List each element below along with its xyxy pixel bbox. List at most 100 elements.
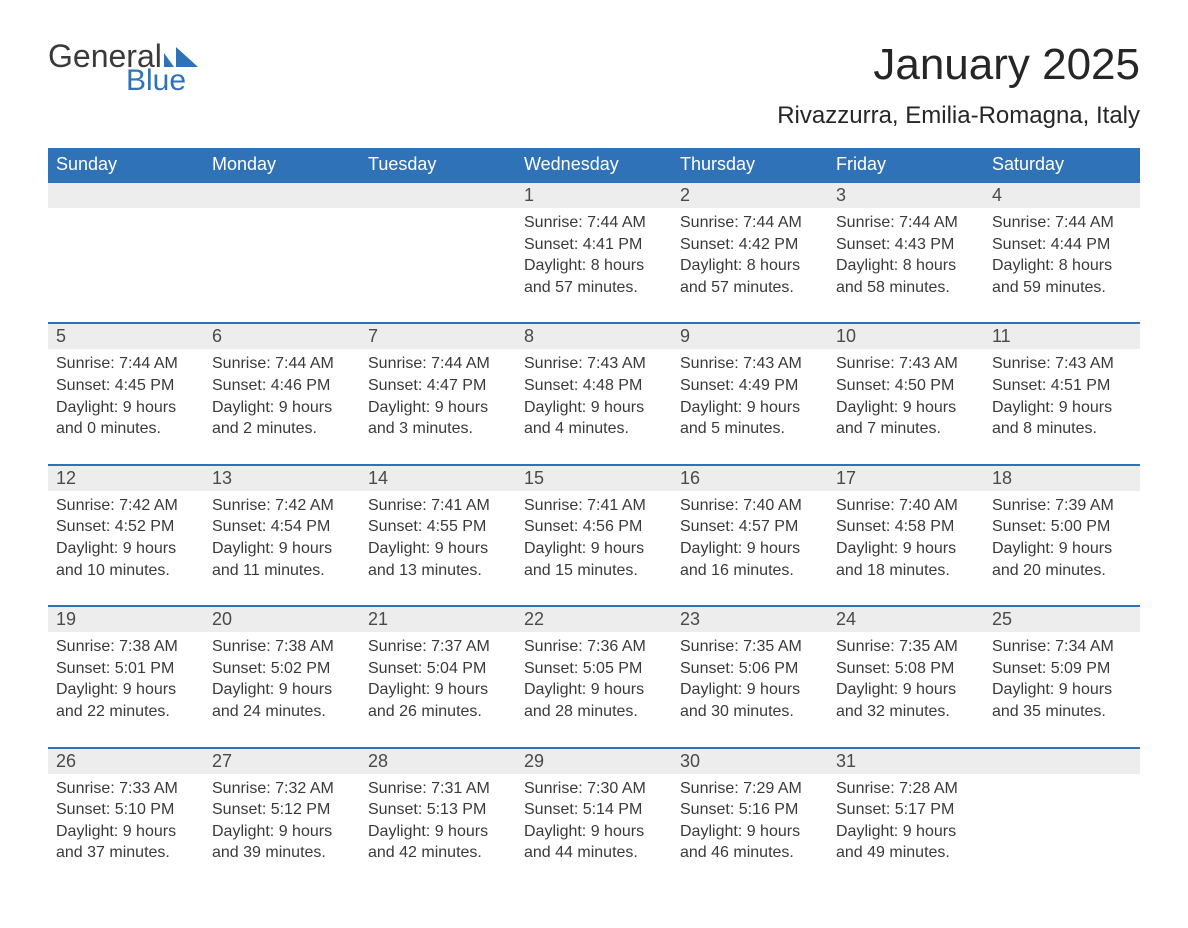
day-sunrise: Sunrise: 7:43 AM [992, 353, 1132, 375]
day-content: Sunrise: 7:44 AMSunset: 4:41 PMDaylight:… [524, 212, 664, 298]
day-sunrise: Sunrise: 7:40 AM [680, 495, 820, 517]
day-content: Sunrise: 7:39 AMSunset: 5:00 PMDaylight:… [992, 495, 1132, 581]
day-sunset: Sunset: 4:54 PM [212, 516, 352, 538]
calendar-cell: 9Sunrise: 7:43 AMSunset: 4:49 PMDaylight… [672, 323, 828, 464]
calendar-cell: 18 Sunrise: 7:39 AMSunset: 5:00 PMDayligh… [984, 465, 1140, 606]
day-dl1: Daylight: 9 hours [56, 679, 196, 701]
day-sunrise: Sunrise: 7:31 AM [368, 778, 508, 800]
day-dl2: and 46 minutes. [680, 842, 820, 864]
calendar-cell [48, 182, 204, 323]
day-number: 13 [204, 466, 360, 491]
weekday-header: Saturday [984, 148, 1140, 182]
day-sunset: Sunset: 5:00 PM [992, 516, 1132, 538]
day-sunset: Sunset: 4:50 PM [836, 375, 976, 397]
day-dl1: Daylight: 8 hours [836, 255, 976, 277]
day-dl1: Daylight: 9 hours [212, 538, 352, 560]
day-content: Sunrise: 7:44 AMSunset: 4:43 PMDaylight:… [836, 212, 976, 298]
day-number: 1 [516, 183, 672, 208]
calendar-cell: 6 Sunrise: 7:44 AMSunset: 4:46 PMDaylight… [204, 323, 360, 464]
day-sunrise: Sunrise: 7:36 AM [524, 636, 664, 658]
day-dl1: Daylight: 9 hours [368, 538, 508, 560]
logo-blue-text: Blue [126, 66, 198, 96]
day-dl2: and 8 minutes. [992, 418, 1132, 440]
logo: General Blue [48, 40, 198, 96]
day-content: Sunrise: 7:38 AMSunset: 5:01 PMDaylight:… [56, 636, 196, 722]
day-sunrise: Sunrise: 7:42 AM [212, 495, 352, 517]
calendar-week-row: 1Sunrise: 7:44 AMSunset: 4:41 PMDaylight… [48, 182, 1140, 323]
day-content: Sunrise: 7:42 AMSunset: 4:52 PMDaylight:… [56, 495, 196, 581]
day-sunrise: Sunrise: 7:35 AM [680, 636, 820, 658]
day-sunrise: Sunrise: 7:32 AM [212, 778, 352, 800]
day-sunset: Sunset: 5:01 PM [56, 658, 196, 680]
day-sunrise: Sunrise: 7:30 AM [524, 778, 664, 800]
day-dl1: Daylight: 9 hours [680, 538, 820, 560]
day-number: 10 [828, 324, 984, 349]
calendar-cell [204, 182, 360, 323]
calendar-cell: 16Sunrise: 7:40 AMSunset: 4:57 PMDayligh… [672, 465, 828, 606]
day-dl2: and 13 minutes. [368, 560, 508, 582]
day-content: Sunrise: 7:42 AMSunset: 4:54 PMDaylight:… [212, 495, 352, 581]
day-sunrise: Sunrise: 7:43 AM [836, 353, 976, 375]
calendar-cell: 29Sunrise: 7:30 AMSunset: 5:14 PMDayligh… [516, 748, 672, 888]
calendar-cell: 2Sunrise: 7:44 AMSunset: 4:42 PMDaylight… [672, 182, 828, 323]
calendar-week-row: 5Sunrise: 7:44 AMSunset: 4:45 PMDaylight… [48, 323, 1140, 464]
calendar-cell: 13 Sunrise: 7:42 AMSunset: 4:54 PMDayligh… [204, 465, 360, 606]
day-dl2: and 2 minutes. [212, 418, 352, 440]
title-block: January 2025 Rivazzurra, Emilia-Romagna,… [777, 40, 1140, 130]
day-sunrise: Sunrise: 7:41 AM [368, 495, 508, 517]
day-dl1: Daylight: 9 hours [212, 397, 352, 419]
day-sunset: Sunset: 5:04 PM [368, 658, 508, 680]
day-number: 19 [48, 607, 204, 632]
day-dl1: Daylight: 9 hours [368, 679, 508, 701]
weekday-header: Monday [204, 148, 360, 182]
day-sunset: Sunset: 4:47 PM [368, 375, 508, 397]
day-sunrise: Sunrise: 7:42 AM [56, 495, 196, 517]
calendar-cell [984, 748, 1140, 888]
day-number: 26 [48, 749, 204, 774]
day-number: 28 [360, 749, 516, 774]
day-sunrise: Sunrise: 7:44 AM [992, 212, 1132, 234]
day-number: 23 [672, 607, 828, 632]
day-number: 6 [204, 324, 360, 349]
day-number: 27 [204, 749, 360, 774]
day-dl2: and 37 minutes. [56, 842, 196, 864]
calendar-cell: 28Sunrise: 7:31 AMSunset: 5:13 PMDayligh… [360, 748, 516, 888]
day-content: Sunrise: 7:37 AMSunset: 5:04 PMDaylight:… [368, 636, 508, 722]
calendar-cell: 5Sunrise: 7:44 AMSunset: 4:45 PMDaylight… [48, 323, 204, 464]
day-content: Sunrise: 7:44 AMSunset: 4:44 PMDaylight:… [992, 212, 1132, 298]
day-sunrise: Sunrise: 7:43 AM [524, 353, 664, 375]
day-number: 31 [828, 749, 984, 774]
weekday-header: Wednesday [516, 148, 672, 182]
day-number: 18 [984, 466, 1140, 491]
day-sunset: Sunset: 4:41 PM [524, 234, 664, 256]
calendar-cell: 24Sunrise: 7:35 AMSunset: 5:08 PMDayligh… [828, 606, 984, 747]
calendar-cell: 19 Sunrise: 7:38 AMSunset: 5:01 PMDayligh… [48, 606, 204, 747]
calendar-cell: 8Sunrise: 7:43 AMSunset: 4:48 PMDaylight… [516, 323, 672, 464]
day-content: Sunrise: 7:34 AMSunset: 5:09 PMDaylight:… [992, 636, 1132, 722]
calendar-cell: 27Sunrise: 7:32 AMSunset: 5:12 PMDayligh… [204, 748, 360, 888]
day-sunset: Sunset: 5:17 PM [836, 799, 976, 821]
calendar-week-row: 26Sunrise: 7:33 AMSunset: 5:10 PMDayligh… [48, 748, 1140, 888]
day-dl2: and 28 minutes. [524, 701, 664, 723]
day-sunset: Sunset: 4:52 PM [56, 516, 196, 538]
day-sunset: Sunset: 5:05 PM [524, 658, 664, 680]
day-dl2: and 11 minutes. [212, 560, 352, 582]
day-dl1: Daylight: 9 hours [212, 821, 352, 843]
day-sunrise: Sunrise: 7:41 AM [524, 495, 664, 517]
day-content: Sunrise: 7:44 AMSunset: 4:47 PMDaylight:… [368, 353, 508, 439]
day-content: Sunrise: 7:44 AMSunset: 4:42 PMDaylight:… [680, 212, 820, 298]
day-content: Sunrise: 7:36 AMSunset: 5:05 PMDaylight:… [524, 636, 664, 722]
day-sunset: Sunset: 5:13 PM [368, 799, 508, 821]
day-content: Sunrise: 7:38 AMSunset: 5:02 PMDaylight:… [212, 636, 352, 722]
calendar-cell: 26Sunrise: 7:33 AMSunset: 5:10 PMDayligh… [48, 748, 204, 888]
day-dl1: Daylight: 9 hours [992, 538, 1132, 560]
calendar-cell: 11Sunrise: 7:43 AMSunset: 4:51 PMDayligh… [984, 323, 1140, 464]
day-number: 20 [204, 607, 360, 632]
day-dl1: Daylight: 9 hours [524, 397, 664, 419]
calendar-cell: 21Sunrise: 7:37 AMSunset: 5:04 PMDayligh… [360, 606, 516, 747]
day-sunrise: Sunrise: 7:44 AM [212, 353, 352, 375]
day-dl1: Daylight: 8 hours [680, 255, 820, 277]
day-number: 22 [516, 607, 672, 632]
day-sunset: Sunset: 4:46 PM [212, 375, 352, 397]
day-dl2: and 35 minutes. [992, 701, 1132, 723]
